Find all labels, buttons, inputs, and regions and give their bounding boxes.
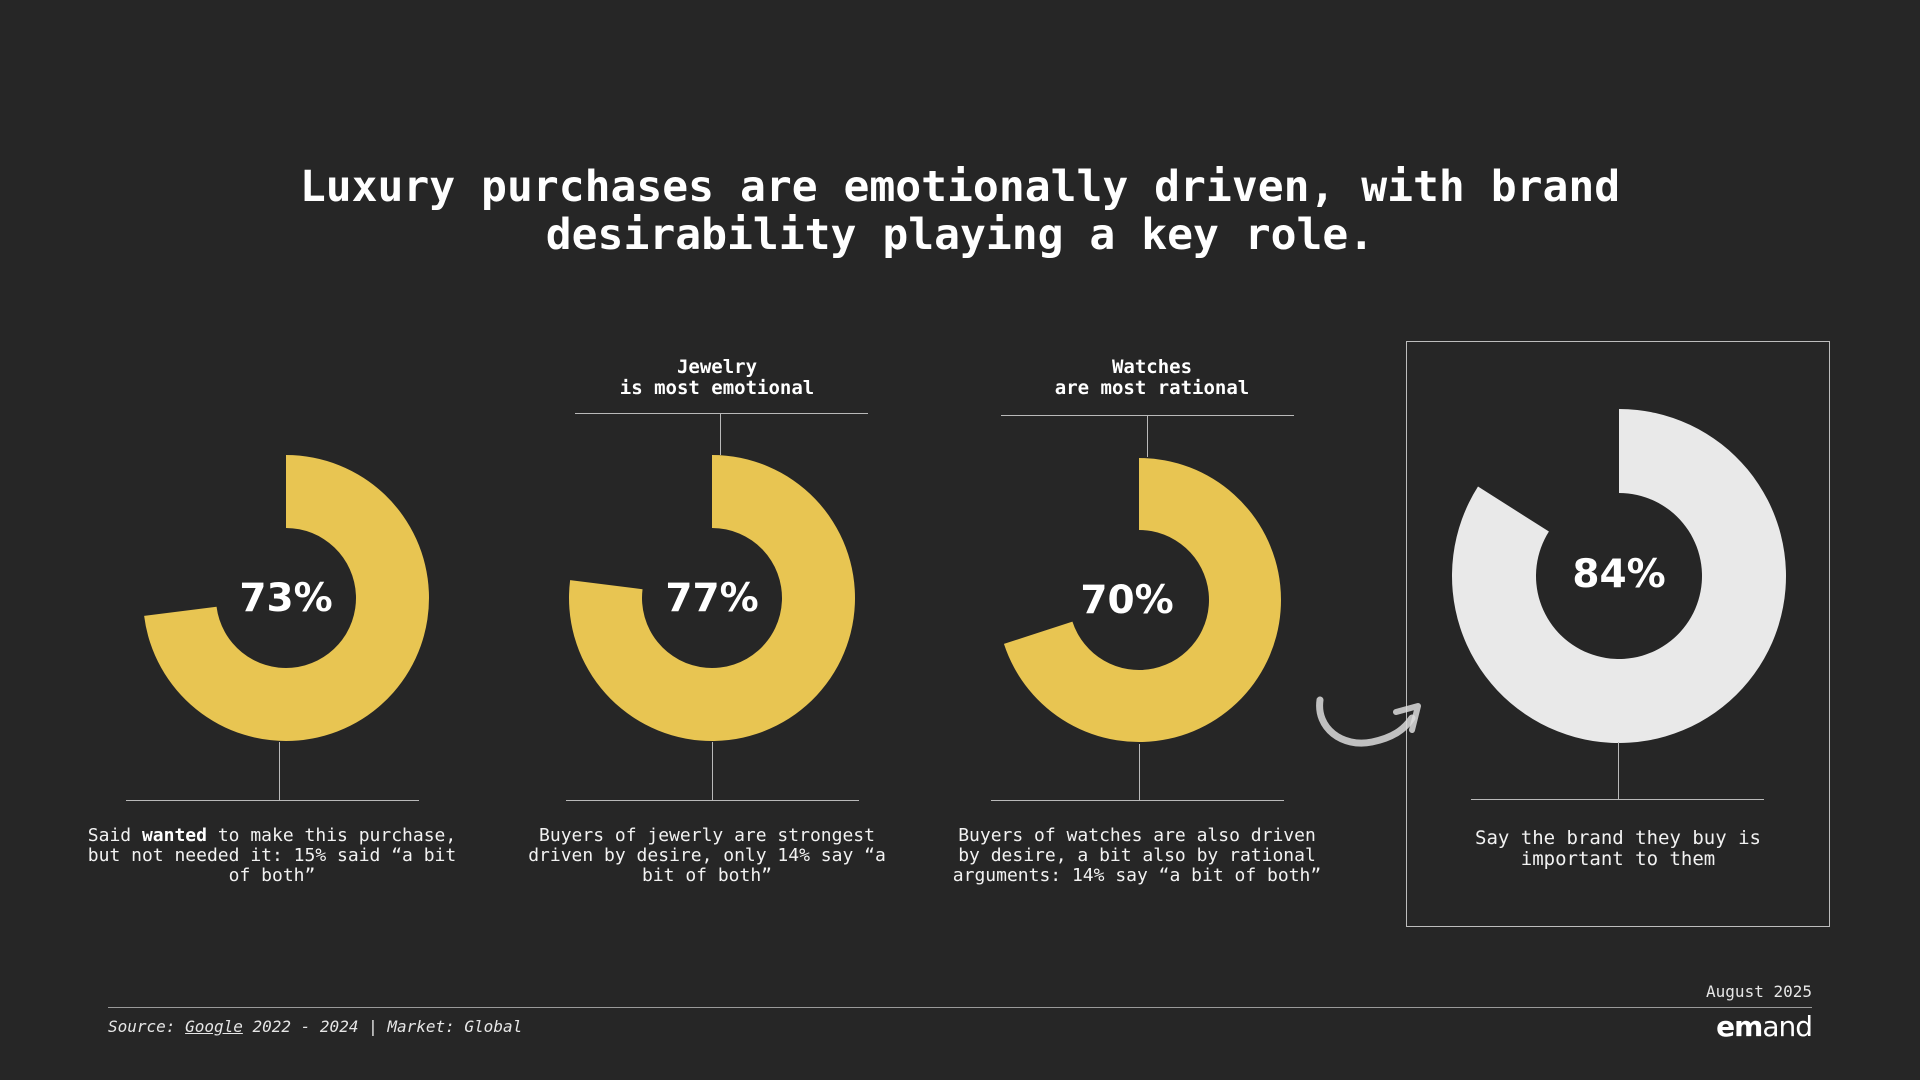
logo-rest: and (1762, 1010, 1813, 1043)
overall-caption-rule (126, 800, 419, 801)
source-note: Source: Google 2022 - 2024 | Market: Glo… (108, 1017, 522, 1036)
brand-importance-panel (1406, 341, 1830, 927)
donut-chart-overall (144, 455, 429, 741)
caption-overall: Said wanted to make this purchase, but n… (77, 826, 467, 886)
caption-overall-post: to make this purchase, but not needed it… (87, 825, 457, 886)
donut-chart-jewelry (569, 455, 855, 741)
watches-header-line-1: Watches (1111, 356, 1193, 378)
caption-overall-pre: Said (87, 825, 142, 846)
logo-bold: em (1716, 1010, 1763, 1043)
source-suffix: 2022 - 2024 | Market: Global (242, 1017, 523, 1036)
donut-chart-watches (1003, 458, 1281, 742)
caption-overall-bold: wanted (141, 825, 207, 846)
title-line-1: Luxury purchases are emotionally driven,… (299, 162, 1621, 212)
jewelry-header-line-2: is most emotional (619, 377, 815, 399)
caption-jewelry: Buyers of jewerly are strongest driven b… (528, 825, 886, 886)
jewelry-header-rule (575, 413, 868, 414)
donut-arc-watches (1003, 458, 1281, 742)
donut-label-overall: 73% (239, 576, 333, 621)
jewelry-header-connector (720, 413, 721, 455)
title-line-2: desirability playing a key role. (545, 210, 1375, 260)
caption-brand: Say the brand they buy is important to t… (1475, 827, 1761, 870)
jewelry-caption-connector (712, 742, 713, 800)
watches-caption-rule (991, 800, 1284, 801)
page-title: Luxury purchases are emotionally driven,… (160, 163, 1760, 259)
brand-caption-connector (1618, 742, 1619, 799)
donut-arc-jewelry (569, 455, 855, 741)
source-link[interactable]: Google (185, 1017, 243, 1036)
donut-chart-brand (1452, 409, 1786, 743)
donut-arc-overall (144, 455, 429, 741)
watches-header: Watches are most rational (972, 357, 1332, 399)
donut-label-jewelry: 77% (665, 576, 759, 621)
donut-arc-brand (1452, 409, 1786, 743)
jewelry-header: Jewelry is most emotional (537, 357, 897, 399)
jewelry-caption-rule (566, 800, 859, 801)
watches-header-line-2: are most rational (1054, 377, 1250, 399)
caption-watches: Buyers of watches are also driven by des… (952, 825, 1322, 886)
overall-caption-connector (279, 742, 280, 800)
emand-logo: emand (1716, 1010, 1813, 1043)
donut-label-brand: 84% (1572, 552, 1666, 597)
donut-label-watches: 70% (1080, 578, 1174, 623)
source-prefix: Source: (108, 1017, 186, 1036)
report-date: August 2025 (1706, 982, 1812, 1001)
curved-arrow-icon (1316, 696, 1421, 747)
footer-divider (108, 1007, 1812, 1008)
brand-caption-rule (1471, 799, 1764, 800)
watches-header-connector (1147, 415, 1148, 457)
jewelry-header-line-1: Jewelry (676, 356, 758, 378)
watches-caption-connector (1139, 744, 1140, 800)
